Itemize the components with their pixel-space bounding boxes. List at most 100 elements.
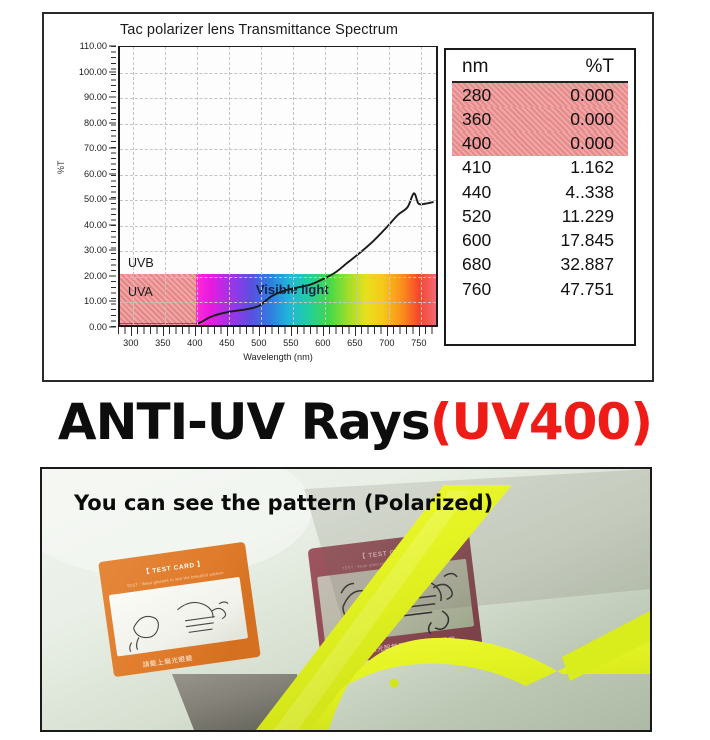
table-row: 600 17.845 — [452, 229, 628, 253]
x-axis-tick-mark — [322, 327, 324, 336]
cell-wavelength: 520 — [462, 205, 492, 226]
photo-caption: You can see the pattern (Polarized) — [74, 491, 494, 515]
x-axis-tick-mark — [418, 327, 420, 336]
cell-transmittance: 1.162 — [570, 157, 614, 178]
y-axis-tick-label: 40.00 — [84, 219, 107, 230]
headline-banner: ANTI-UV Rays(UV400) — [0, 393, 710, 455]
x-axis-tick-label: 300 — [123, 338, 139, 348]
uvb-label: UVB — [128, 255, 154, 270]
gridline-vertical — [388, 47, 390, 325]
x-axis-tick-label: 400 — [187, 338, 203, 348]
photo-illustration: 【 TEST CARD 】 TEST : Wear glasses to see… — [42, 469, 650, 730]
uva-label: UVA — [128, 284, 153, 299]
cell-transmittance: 0.000 — [549, 132, 628, 156]
y-axis-minor-ticks — [111, 46, 116, 327]
x-axis-minor-ticks — [118, 327, 438, 334]
gridline-horizontal — [120, 276, 436, 278]
column-header-transmittance: %T — [548, 54, 628, 83]
left-test-card: 【 TEST CARD 】 TEST : Wear glasses to see… — [98, 542, 261, 677]
plot-area: UVB UVA Visible light — [118, 46, 438, 327]
x-axis-tick-label: 350 — [155, 338, 171, 348]
gridline-horizontal — [120, 174, 436, 176]
gridline-vertical — [260, 47, 262, 325]
cell-wavelength: 680 — [462, 254, 492, 275]
uv-region — [120, 273, 196, 325]
gridline-vertical — [228, 47, 230, 325]
cell-transmittance: 0.000 — [549, 82, 628, 107]
y-axis-tick-label: 30.00 — [84, 245, 107, 256]
gridline-horizontal — [120, 302, 436, 304]
gridline-horizontal — [120, 200, 436, 202]
y-axis-tick-label: 100.00 — [78, 66, 107, 77]
sunglasses — [172, 469, 650, 730]
y-axis-tick-label: 10.00 — [84, 296, 107, 307]
y-axis-tick-label: 20.00 — [84, 270, 107, 281]
table-row: 410 1.162 — [452, 156, 628, 180]
transmittance-data-table: nm %T 280 0.000 360 0.000 400 0.000 410 1.162 44… — [444, 48, 636, 346]
table-row: 280 0.000 — [452, 82, 628, 107]
x-axis: Wavelength (nm) 300 350 400 450 500 550 600 650… — [118, 327, 438, 367]
cell-transmittance: 17.845 — [560, 230, 614, 251]
gridline-horizontal — [120, 225, 436, 227]
y-axis-label: %T — [56, 160, 66, 175]
x-axis-tick-mark — [226, 327, 228, 336]
headline-red-text: (UV400) — [429, 393, 653, 451]
table-row: 520 11.229 — [452, 204, 628, 228]
frame-temple-arm — [562, 611, 650, 681]
x-axis-tick-label: 550 — [283, 338, 299, 348]
cell-wavelength: 360 — [452, 107, 549, 132]
frame-lower-rim — [310, 627, 650, 730]
gridline-vertical — [292, 47, 294, 325]
x-axis-tick-mark — [258, 327, 260, 336]
x-axis-tick-mark — [386, 327, 388, 336]
table-row: 360 0.000 — [452, 107, 628, 132]
table-row: 680 32.887 — [452, 253, 628, 277]
x-axis-tick-mark — [290, 327, 292, 336]
gridline-horizontal — [120, 98, 436, 100]
series-line-transmittance — [120, 193, 433, 324]
headline-black-text: ANTI-UV Rays — [57, 393, 431, 451]
cell-transmittance: 11.229 — [561, 205, 614, 226]
x-axis-tick-mark — [354, 327, 356, 336]
x-axis-tick-mark — [194, 327, 196, 336]
gridline-vertical — [420, 47, 422, 325]
table-row: 760 47.751 — [452, 277, 628, 301]
gridline-horizontal — [120, 123, 436, 125]
gridline-horizontal — [120, 149, 436, 151]
gridline-vertical — [164, 47, 166, 325]
x-axis-tick-label: 700 — [379, 338, 395, 348]
gridline-horizontal — [120, 251, 436, 253]
y-axis-tick-label: 110.00 — [79, 41, 107, 51]
cell-transmittance: 32.887 — [560, 254, 614, 275]
x-axis-tick-label: 600 — [315, 338, 331, 348]
y-axis-tick-label: 50.00 — [84, 194, 107, 205]
gridline-vertical — [132, 47, 134, 325]
cell-transmittance: 47.751 — [560, 278, 614, 299]
y-axis-ticks: 0.00 10.00 20.00 30.00 40.00 50.00 60.00 70.00 8… — [62, 41, 116, 332]
cell-wavelength: 440 — [462, 181, 492, 202]
y-axis-tick-label: 80.00 — [84, 117, 107, 128]
chart-title: Tac polarizer lens Transmittance Spectru… — [119, 22, 399, 38]
frame-hinge — [389, 678, 399, 688]
y-axis-tick-label: 60.00 — [84, 168, 107, 179]
x-axis-tick-mark — [130, 327, 132, 336]
y-axis-tick-mark — [109, 326, 116, 328]
cell-wavelength: 410 — [462, 157, 492, 178]
x-axis-tick-label: 500 — [251, 338, 267, 348]
gridline-vertical — [324, 47, 326, 325]
cell-wavelength: 760 — [462, 278, 492, 299]
y-axis-tick-label: 0.00 — [89, 322, 107, 332]
gridline-vertical — [356, 47, 358, 325]
gridline-horizontal — [120, 72, 436, 74]
table-row: 440 4..338 — [452, 180, 628, 204]
frame-highlight — [274, 491, 470, 730]
column-header-nm: nm — [452, 54, 549, 83]
x-axis-tick-label: 450 — [219, 338, 235, 348]
cell-wavelength: 600 — [462, 230, 492, 251]
y-axis-tick-label: 70.00 — [84, 143, 107, 154]
cell-wavelength: 280 — [452, 82, 549, 107]
plot-block: 0.00 10.00 20.00 30.00 40.00 50.00 60.00 70.00 8… — [56, 41, 444, 367]
x-axis-tick-label: 750 — [411, 338, 427, 348]
x-axis-label: Wavelength (nm) — [243, 352, 313, 362]
table-header-row: nm %T — [452, 54, 628, 83]
